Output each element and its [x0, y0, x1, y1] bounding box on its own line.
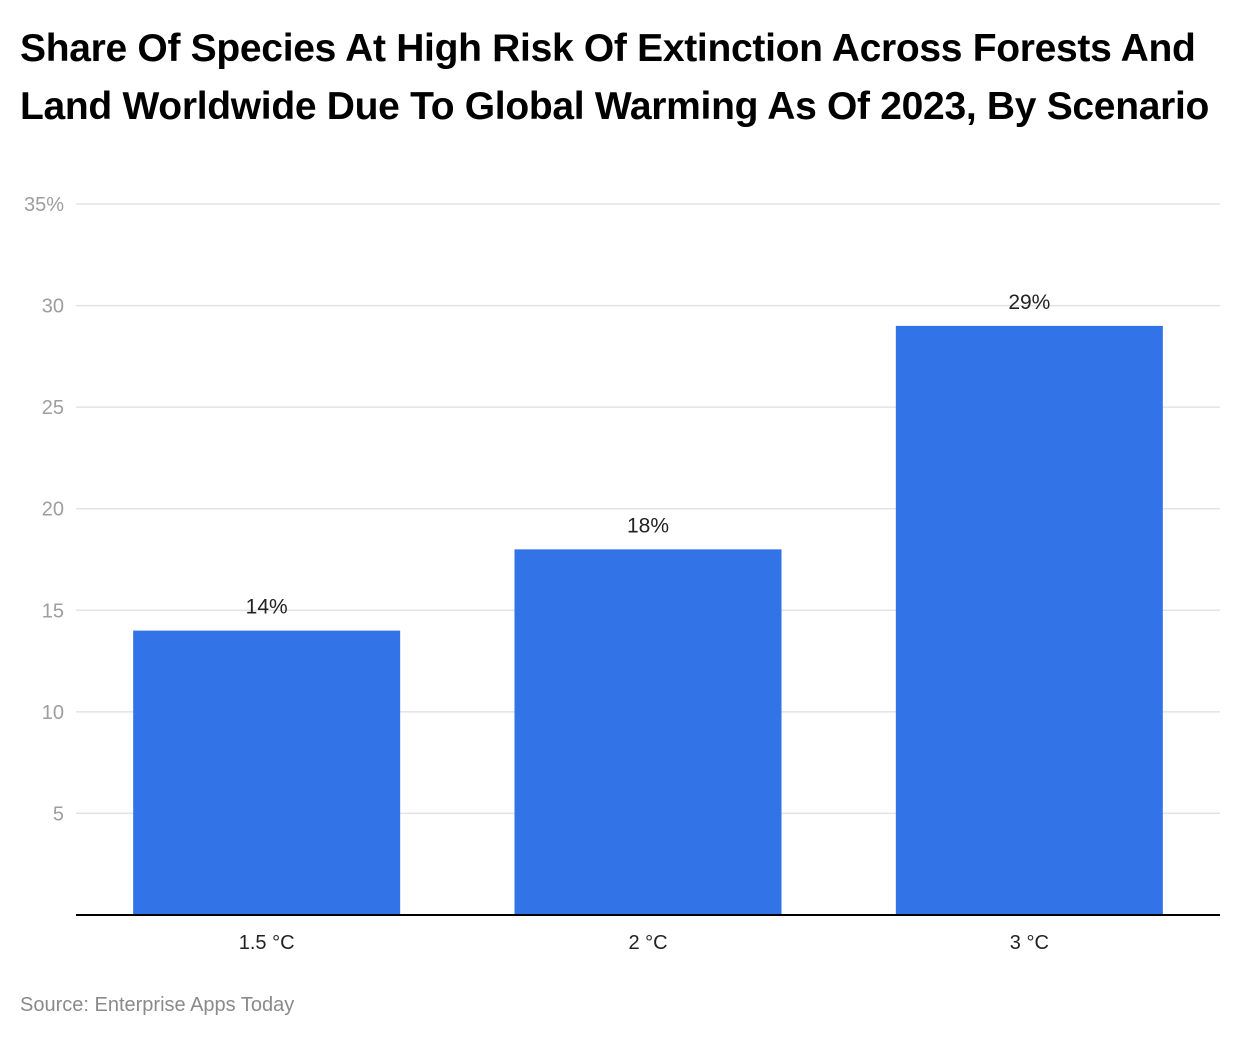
data-labels: 14% 18% 29% — [246, 291, 1051, 619]
bar-value-label: 29% — [1008, 291, 1050, 314]
bar — [514, 549, 782, 915]
bar-value-label: 14% — [246, 596, 288, 619]
bar — [895, 325, 1163, 915]
x-tick-label: 3 °C — [1010, 932, 1049, 954]
y-tick-label: 30 — [42, 296, 64, 318]
y-tick-label: 15 — [42, 600, 64, 622]
bar-value-label: 18% — [627, 514, 669, 537]
x-tick-label: 2 °C — [628, 932, 667, 954]
bar — [133, 630, 401, 915]
x-axis-ticks: 1.5 °C 2 °C 3 °C — [239, 932, 1049, 954]
y-tick-label: 20 — [42, 499, 64, 521]
y-axis-ticks: 5 10 15 20 25 30 35% — [24, 194, 64, 825]
y-tick-label: 25 — [42, 397, 64, 419]
y-tick-label: 35% — [24, 194, 64, 216]
x-tick-label: 1.5 °C — [239, 932, 295, 954]
source-note: Source: Enterprise Apps Today — [20, 994, 295, 1016]
chart-title: Share Of Species At High Risk Of Extinct… — [20, 27, 1210, 128]
bars — [133, 325, 1163, 915]
y-tick-label: 5 — [53, 803, 64, 825]
y-tick-label: 10 — [42, 702, 64, 724]
